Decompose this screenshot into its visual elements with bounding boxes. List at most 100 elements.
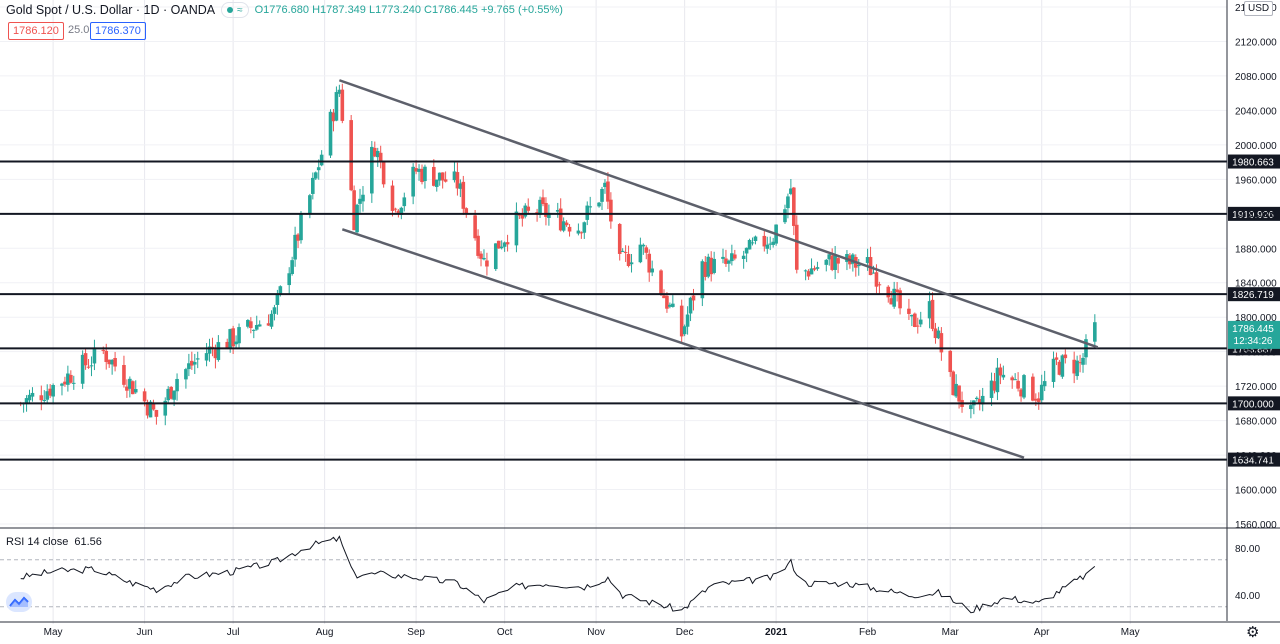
- candle-body: [582, 222, 587, 233]
- candle-body: [458, 183, 463, 189]
- candle: [641, 243, 646, 255]
- candle-body: [1063, 354, 1068, 359]
- candle: [706, 253, 711, 279]
- time-tick-label: Dec: [676, 627, 694, 638]
- candle-body: [898, 290, 902, 309]
- candle-body: [308, 195, 312, 215]
- candle: [877, 281, 882, 295]
- time-tick-label: Sep: [407, 627, 425, 638]
- candle-body: [361, 194, 365, 202]
- candle: [434, 179, 439, 192]
- candle: [750, 237, 755, 246]
- candle-body: [133, 389, 138, 393]
- rsi-value: 61.56: [74, 536, 102, 548]
- candle: [812, 265, 817, 272]
- candle: [668, 302, 672, 309]
- candle-body: [437, 172, 442, 181]
- descending-channel[interactable]: [338, 79, 1099, 459]
- candle: [995, 358, 1000, 401]
- time-tick-label: May: [44, 627, 63, 638]
- level-price-label: 1700.000: [1232, 399, 1274, 410]
- level-price-label: 1826.719: [1232, 290, 1274, 301]
- candle-body: [620, 250, 625, 252]
- price-tick-label: 1920.000: [1235, 210, 1277, 221]
- candle: [936, 326, 941, 340]
- candle: [455, 162, 460, 196]
- candle: [721, 248, 725, 264]
- candle-body: [597, 202, 601, 207]
- candlesticks: [18, 83, 1097, 426]
- candle-body: [1019, 389, 1023, 397]
- candle-body: [555, 210, 560, 212]
- sell-button[interactable]: 1786.120: [8, 22, 64, 40]
- level-price-tag: [1228, 396, 1280, 411]
- candle: [992, 372, 997, 394]
- axes: [0, 0, 1280, 623]
- candle-body: [101, 349, 106, 351]
- candle: [505, 234, 510, 252]
- candle-body: [706, 256, 711, 277]
- market-status-pill[interactable]: ≈: [221, 2, 249, 18]
- candle-body: [80, 354, 85, 384]
- horizontal-levels[interactable]: 1980.663 1919.926 1826.719 1763.887 1700.000…: [0, 154, 1280, 467]
- candle: [169, 386, 173, 400]
- candle-body: [933, 328, 938, 339]
- candle: [910, 314, 914, 327]
- candle: [582, 221, 587, 239]
- candle-body: [216, 342, 221, 360]
- candle-body: [434, 179, 439, 187]
- candle-body: [213, 349, 218, 359]
- candle-body: [712, 258, 716, 273]
- candle-body: [721, 256, 725, 259]
- candle: [833, 245, 837, 280]
- candle-body: [974, 397, 979, 400]
- candle: [86, 358, 91, 369]
- candle: [110, 359, 114, 375]
- currency-button[interactable]: USD: [1244, 1, 1274, 16]
- symbol-title[interactable]: Gold Spot / U.S. Dollar · 1D · OANDA: [6, 3, 216, 17]
- candle: [319, 150, 324, 167]
- candle-body: [659, 270, 663, 295]
- candle-body: [541, 197, 545, 205]
- candle: [1036, 392, 1041, 410]
- candle-body: [989, 380, 994, 398]
- gear-icon[interactable]: ⚙: [1246, 624, 1260, 641]
- candle-body: [685, 314, 690, 327]
- candle-body: [313, 172, 318, 179]
- candle-body: [499, 246, 504, 249]
- candle: [154, 409, 159, 425]
- candle-body: [337, 89, 342, 94]
- candle-body: [69, 374, 73, 383]
- candle: [417, 164, 421, 181]
- candle-body: [910, 314, 914, 317]
- candle-body: [709, 257, 713, 275]
- candle-body: [609, 199, 613, 222]
- candle: [27, 389, 32, 403]
- candle: [691, 288, 696, 311]
- candle-body: [679, 305, 684, 337]
- candle-body: [644, 247, 649, 253]
- candle: [207, 338, 212, 362]
- candle: [803, 269, 808, 281]
- candle-body: [142, 391, 147, 402]
- candle-body: [476, 235, 480, 256]
- ohlc-high: H1787.349: [312, 4, 366, 16]
- candle: [564, 220, 569, 227]
- rsi-label[interactable]: RSI 14 close: [6, 536, 69, 548]
- ohlc-change: +9.765 (+0.55%): [480, 4, 563, 16]
- candle-body: [1022, 375, 1026, 398]
- buy-button[interactable]: 1786.370: [90, 22, 146, 40]
- candle: [452, 161, 457, 183]
- candle: [128, 376, 132, 398]
- candle-body: [812, 268, 817, 270]
- candle-body: [1013, 379, 1017, 381]
- candle-body: [184, 369, 188, 380]
- candle-body: [753, 236, 758, 242]
- candle: [316, 159, 321, 180]
- candle: [390, 180, 395, 217]
- chart-header: Gold Spot / U.S. Dollar · 1D · OANDA ≈ O…: [6, 2, 563, 18]
- candle-body: [51, 384, 55, 397]
- tradingview-logo-icon[interactable]: [6, 592, 32, 612]
- candle-body: [190, 360, 194, 366]
